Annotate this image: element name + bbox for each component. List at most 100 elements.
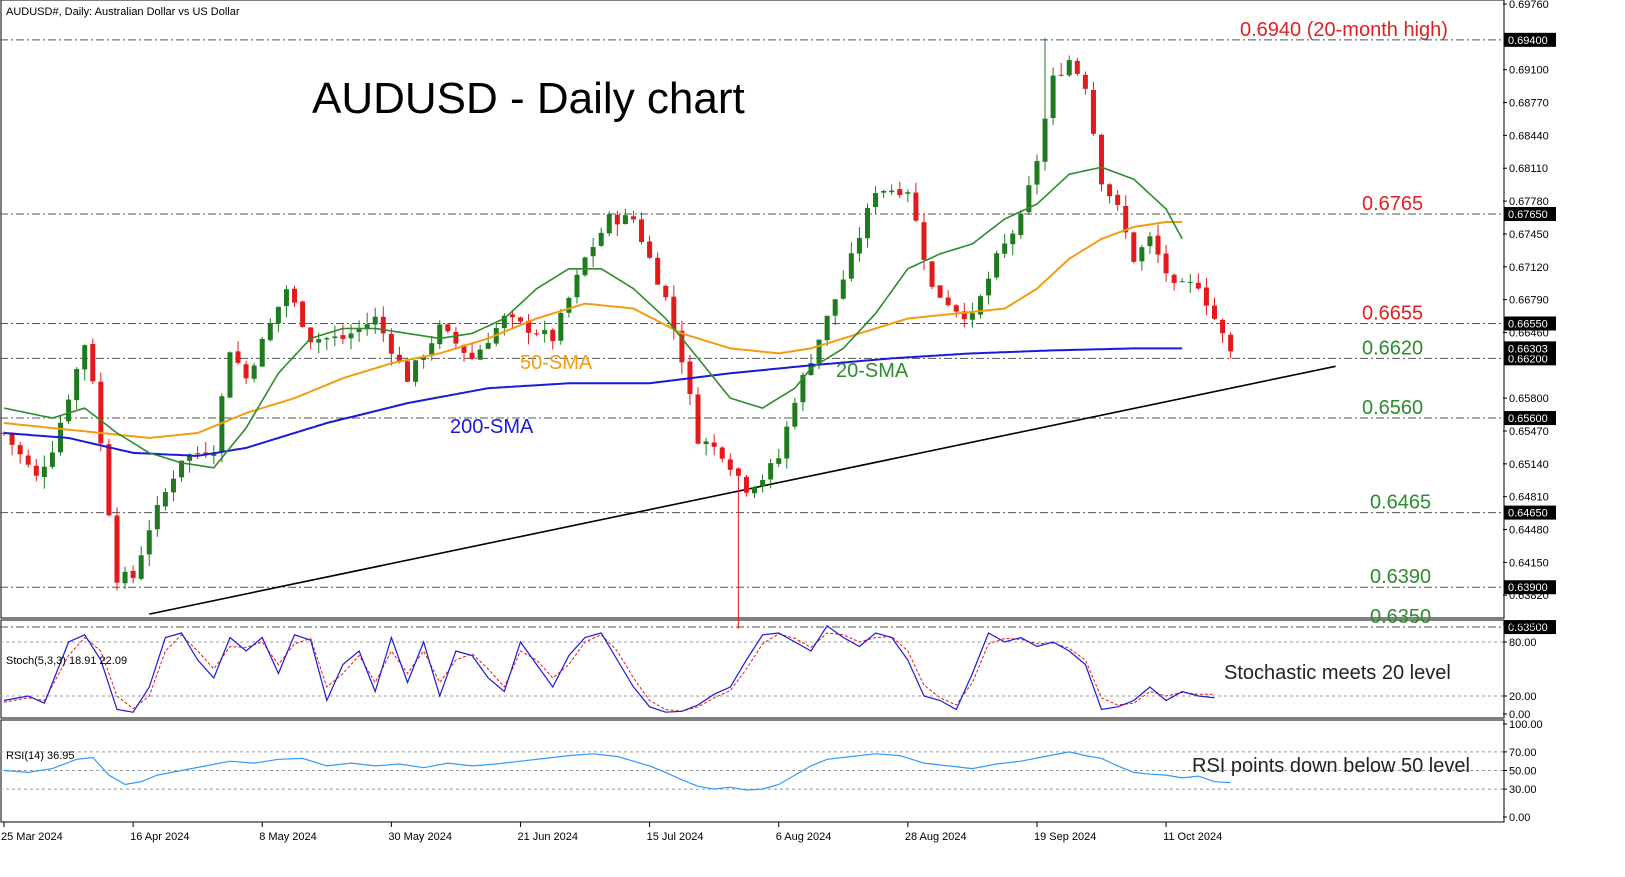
price-tag-label: 0.63900 [1508, 582, 1548, 594]
candle-body [760, 480, 766, 487]
candle-body [1123, 206, 1129, 233]
candle-body [994, 253, 1000, 278]
stoch-panel-frame [0, 619, 1505, 719]
candle-body [1115, 194, 1121, 205]
candle-body [170, 478, 176, 493]
candle-body [437, 324, 443, 345]
rsi-tick-label: 30.00 [1509, 784, 1537, 796]
stoch-tick-label: 100.00 [1509, 619, 1543, 631]
stoch-panel-label: Stoch(5,3,3) 18.91 22.09 [6, 655, 127, 667]
candle-body [953, 305, 959, 312]
price-tick-label: 0.64150 [1509, 557, 1549, 569]
price-tag-box [1504, 316, 1556, 331]
candle-body [356, 327, 362, 333]
price-tick-label: 0.68110 [1509, 163, 1548, 175]
candle-body [1228, 334, 1234, 352]
candle-body [453, 331, 459, 344]
candle-body [477, 349, 483, 360]
candle-body [1147, 236, 1153, 247]
candle-body [550, 329, 556, 342]
candle-body [1042, 118, 1048, 162]
candle-body [832, 299, 838, 316]
date-axis: 25 Mar 2024 16 Apr 2024 8 May 2024 30 May 2… [1, 822, 1222, 843]
candle-body [275, 306, 281, 324]
candle-body [195, 453, 201, 455]
candle-body [663, 285, 669, 298]
support-resistance-levels [0, 39, 1503, 628]
rsi-indicator: 100.00 70.00 50.00 30.00 0.00 [0, 719, 1543, 824]
candle-body [461, 344, 467, 353]
candle-body [66, 399, 72, 422]
sma50-line [3, 221, 1183, 440]
price-tick-label: 0.68440 [1509, 130, 1549, 142]
candle-body [380, 316, 386, 334]
candle-body [526, 320, 532, 333]
candle-body [719, 447, 725, 459]
sma200-label: 200-SMA [450, 416, 534, 438]
date-tick-label: 16 Apr 2024 [130, 831, 189, 843]
candle-body [9, 433, 15, 445]
price-tag-box [1504, 505, 1556, 520]
stoch-k-line [3, 624, 1215, 713]
candle-body [735, 468, 741, 476]
candle-body [864, 207, 870, 239]
rsi-annotation: RSI points down below 50 level [1192, 755, 1470, 777]
candle-body [1131, 232, 1137, 262]
candle-body [340, 335, 346, 339]
price-axis: 0.69760 0.69100 0.68770 0.68440 0.68110 0.677… [1503, 0, 1549, 602]
candle-body [1203, 287, 1209, 306]
candle-body [469, 352, 475, 359]
price-tag-box [1504, 341, 1556, 356]
date-tick-label: 21 Jun 2024 [517, 831, 578, 843]
level-label: 0.6620 [1362, 337, 1423, 359]
candle-body [800, 374, 806, 403]
candle-body [187, 454, 193, 461]
price-tick-label: 0.66790 [1509, 295, 1549, 307]
candle-body [776, 458, 782, 464]
candle-body [792, 402, 798, 427]
candle-body [977, 296, 983, 315]
candle-body [574, 274, 580, 298]
candle-body [784, 426, 790, 459]
candle-body [292, 288, 298, 303]
level-label: 0.6465 [1370, 492, 1431, 514]
candle-body [259, 338, 265, 367]
candle-body [90, 344, 96, 382]
candle-body [961, 311, 967, 320]
stoch-tick-label: 0.00 [1509, 709, 1530, 721]
rsi-tick-label: 70.00 [1509, 747, 1537, 759]
candle-body [1187, 281, 1193, 283]
candle-body [348, 333, 354, 339]
candle-body [1179, 281, 1185, 283]
candle-body [582, 257, 588, 276]
candle-body [179, 460, 185, 478]
candle-body [421, 357, 427, 360]
candle-body [1026, 185, 1032, 213]
candle-body [655, 257, 661, 285]
price-tag-label: 0.66303 [1508, 343, 1548, 355]
candle-body [905, 192, 911, 194]
date-tick-label: 30 May 2024 [388, 831, 452, 843]
date-tick-label: 28 Aug 2024 [905, 831, 967, 843]
candle-body [614, 214, 620, 225]
candle-body [1139, 247, 1145, 262]
price-tick-label: 0.67450 [1509, 229, 1549, 241]
price-tag-box [1504, 207, 1556, 222]
sma20-label: 20-SMA [836, 360, 909, 382]
date-tick-label: 15 Jul 2024 [647, 831, 704, 843]
candle-body [1171, 274, 1177, 283]
sma20-line [3, 166, 1183, 469]
candle-body [1058, 74, 1064, 76]
candle-body [1034, 161, 1040, 185]
date-tick-label: 19 Sep 2024 [1034, 831, 1096, 843]
price-tick-label: 0.65140 [1509, 459, 1549, 471]
candle-body [227, 352, 233, 398]
sma50-label: 50-SMA [520, 352, 593, 374]
candle-body [711, 442, 717, 447]
candle-body [445, 324, 451, 332]
trendline-layer [149, 365, 1336, 615]
price-tick-label: 0.67780 [1509, 196, 1549, 208]
stoch-d-line [3, 632, 1215, 712]
date-tick-label: 25 Mar 2024 [1, 831, 63, 843]
candle-body [332, 336, 338, 339]
